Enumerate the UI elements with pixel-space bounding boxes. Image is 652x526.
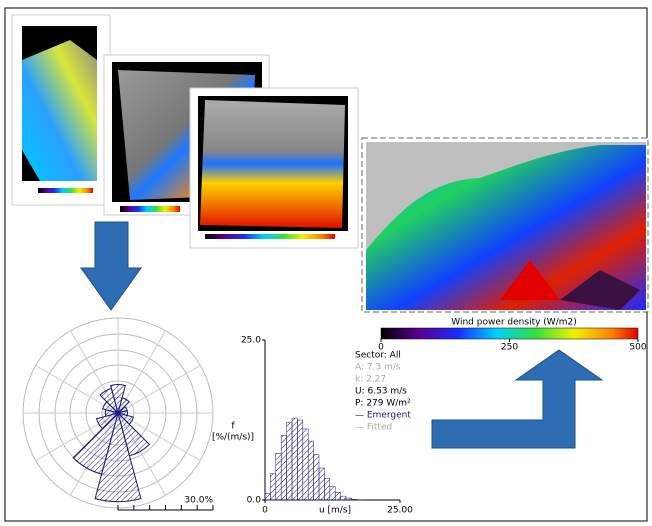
colorbar: [381, 328, 638, 339]
stat-line: k: 2.27: [355, 375, 386, 385]
hist-bar: [314, 455, 319, 500]
satellite-images: [12, 15, 358, 248]
x-axis-label: u [m/s]: [319, 506, 351, 516]
arrow-down: [81, 222, 141, 310]
hist-bar: [276, 453, 281, 500]
colorbar-tick-label: 0: [378, 343, 384, 353]
hist-bar: [270, 474, 275, 500]
colorbar-title: Wind power density (W/m2): [451, 318, 576, 328]
colorbar-tick-label: 250: [501, 343, 518, 353]
wind-map: [362, 138, 648, 312]
x-tick-label: 25.00: [387, 506, 413, 516]
hist-bar: [303, 429, 308, 500]
rose-scale-label: 30.0%: [184, 496, 213, 506]
hist-bar: [330, 487, 335, 500]
hist-bar: [281, 435, 286, 500]
stat-line: U: 6.53 m/s: [355, 387, 407, 397]
x-tick-label: 0: [262, 506, 268, 516]
stat-line: — Emergent: [355, 411, 411, 421]
y-axis-label: [%/(m/s)]: [212, 433, 254, 443]
hist-bar: [292, 418, 297, 500]
hist-bar: [341, 496, 346, 500]
figure: Wind power density (W/m2) 30.0% 0.025.00…: [0, 0, 652, 522]
arrow-up: [432, 350, 602, 448]
hist-bar: [297, 420, 302, 500]
colorbar-tick-label: 500: [629, 343, 646, 353]
hist-bar: [308, 441, 313, 500]
hist-bar: [351, 499, 356, 500]
hist-bar: [319, 468, 324, 500]
hist-bar: [287, 423, 292, 500]
stat-line: P: 279 W/m²: [355, 399, 411, 409]
stat-line: — Fitted: [355, 423, 392, 433]
hist-bar: [346, 498, 351, 500]
stat-line: A: 7.3 m/s: [355, 363, 401, 373]
rose-spoke: [118, 366, 200, 414]
hist-bar: [335, 492, 340, 500]
hist-bar: [265, 494, 270, 500]
y-tick-label: 25.0: [241, 336, 261, 346]
y-axis-label: f: [231, 422, 235, 432]
y-tick-label: 0.0: [247, 496, 262, 506]
hist-bar: [324, 478, 329, 500]
